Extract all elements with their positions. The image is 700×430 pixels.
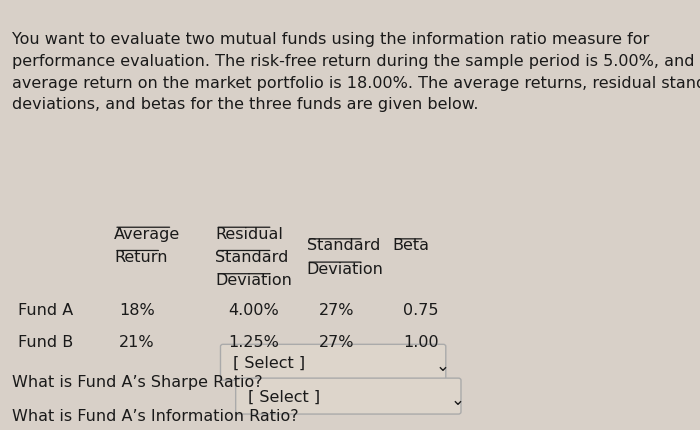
Text: Beta: Beta [393,238,430,253]
Text: ⌄: ⌄ [435,357,449,375]
Text: Residual: Residual [216,227,284,242]
Text: What is Fund A’s Information Ratio?: What is Fund A’s Information Ratio? [12,408,298,424]
FancyBboxPatch shape [220,344,446,380]
Text: Fund A: Fund A [18,303,74,318]
Text: 1.00: 1.00 [402,335,438,350]
Text: 27%: 27% [319,335,355,350]
Text: Standard: Standard [216,250,289,265]
Text: [ Select ]: [ Select ] [233,356,305,371]
Text: 18%: 18% [119,303,155,318]
FancyBboxPatch shape [236,378,461,414]
Text: Standard: Standard [307,238,380,253]
Text: 1.25%: 1.25% [228,335,279,350]
Text: Average: Average [114,227,181,242]
Text: 21%: 21% [119,335,155,350]
Text: [ Select ]: [ Select ] [248,390,321,405]
Text: 4.00%: 4.00% [228,303,279,318]
Text: You want to evaluate two mutual funds using the information ratio measure for
pe: You want to evaluate two mutual funds us… [12,32,700,112]
Text: ⌄: ⌄ [450,391,464,409]
Text: Fund B: Fund B [18,335,74,350]
Text: 0.75: 0.75 [402,303,438,318]
Text: Deviation: Deviation [307,262,384,276]
Text: Deviation: Deviation [216,273,293,288]
Text: 27%: 27% [319,303,355,318]
Text: Return: Return [114,250,168,265]
Text: What is Fund A’s Sharpe Ratio?: What is Fund A’s Sharpe Ratio? [12,375,262,390]
